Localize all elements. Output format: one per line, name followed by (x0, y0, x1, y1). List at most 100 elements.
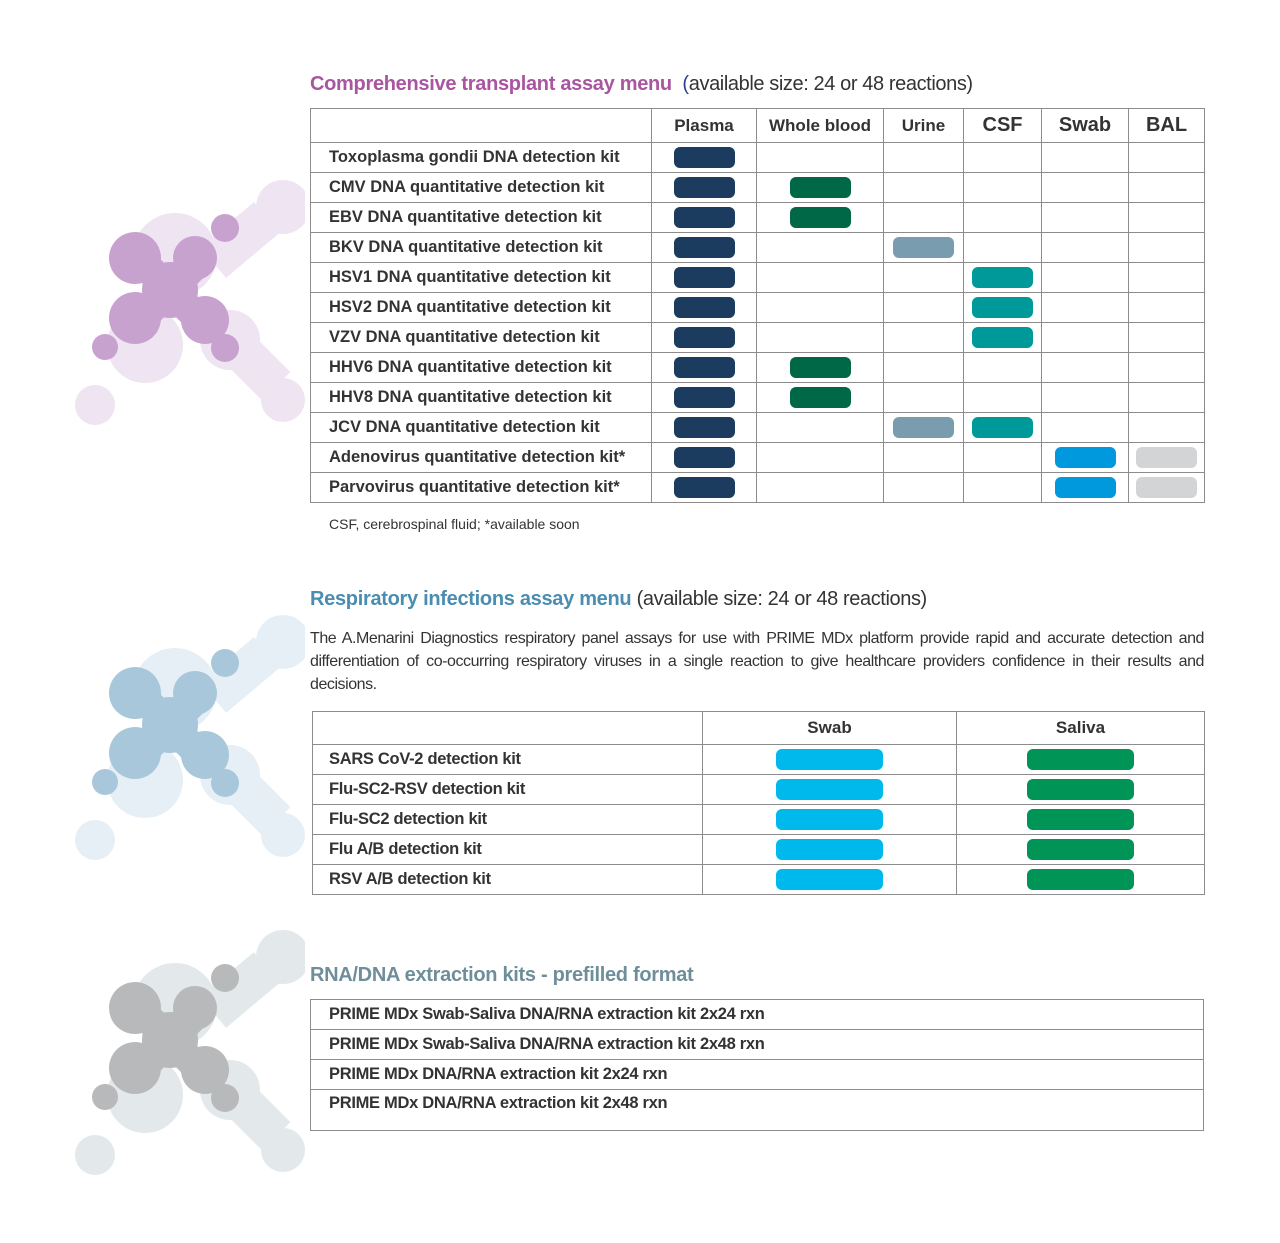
saliva-available-indicator (1027, 779, 1134, 800)
table-row: Flu A/B detection kit (312, 834, 1205, 865)
cell-swab (1041, 202, 1129, 233)
cell-urine (883, 292, 964, 323)
cell-swab (1041, 322, 1129, 353)
table-row: HSV1 DNA quantitative detection kit (310, 262, 1205, 293)
cell-csf (963, 472, 1042, 503)
kit-name: Flu-SC2-RSV detection kit (312, 774, 703, 805)
respiratory-title: Respiratory infections assay menu (310, 588, 632, 610)
cell-swab (1041, 142, 1129, 173)
plasma-available-indicator (673, 387, 735, 408)
cell-bal (1128, 202, 1205, 233)
csf-available-indicator (972, 297, 1033, 318)
cell-saliva (956, 834, 1205, 865)
cell-plasma (651, 292, 757, 323)
cell-urine (883, 142, 964, 173)
cell-plasma (651, 322, 757, 353)
cell-swab (1041, 382, 1129, 413)
cell-bal (1128, 262, 1205, 293)
cell-plasma (651, 352, 757, 383)
cell-plasma (651, 262, 757, 293)
kit-name: Flu A/B detection kit (312, 834, 703, 865)
cell-csf (963, 412, 1042, 443)
table-row: Adenovirus quantitative detection kit* (310, 442, 1205, 473)
cell-urine (883, 262, 964, 293)
table-row: SARS CoV-2 detection kit (312, 744, 1205, 775)
respiratory-description: The A.Menarini Diagnostics respiratory p… (310, 630, 1204, 693)
cell-swab (1041, 472, 1129, 503)
kit-name: VZV DNA quantitative detection kit (310, 322, 652, 353)
header-whole-blood: Whole blood (756, 108, 884, 143)
molecule-x-icon (55, 930, 305, 1180)
table-row: JCV DNA quantitative detection kit (310, 412, 1205, 443)
cell-bal (1128, 232, 1205, 263)
cell-bal (1128, 172, 1205, 203)
cell-plasma (651, 382, 757, 413)
cell-whole-blood (756, 352, 884, 383)
urine-available-indicator (893, 237, 954, 258)
cell-saliva (956, 864, 1205, 895)
molecule-decoration-gray (75, 930, 305, 1175)
swab-available-indicator (776, 809, 883, 830)
extraction-section-title: RNA/DNA extraction kits - prefilled form… (310, 964, 694, 986)
cell-swab (702, 774, 957, 805)
table-header-row: Swab Saliva (312, 711, 1205, 745)
cell-csf (963, 172, 1042, 203)
whole-blood-available-indicator (789, 387, 851, 408)
cell-urine (883, 412, 964, 443)
cell-whole-blood (756, 292, 884, 323)
saliva-available-indicator (1027, 749, 1134, 770)
cell-bal (1128, 472, 1205, 503)
header-plasma: Plasma (651, 108, 757, 143)
kit-name: SARS CoV-2 detection kit (312, 744, 703, 775)
plasma-available-indicator (673, 237, 735, 258)
kit-name: BKV DNA quantitative detection kit (310, 232, 652, 263)
cell-whole-blood (756, 172, 884, 203)
table-header-row: Plasma Whole blood Urine CSF Swab BAL (310, 108, 1205, 143)
csf-available-indicator (972, 327, 1033, 348)
extraction-kit-name: PRIME MDx DNA/RNA extraction kit 2x48 rx… (310, 1089, 1204, 1131)
table-row: CMV DNA quantitative detection kit (310, 172, 1205, 203)
header-swab: Swab (702, 711, 957, 745)
kit-name: Toxoplasma gondii DNA detection kit (310, 142, 652, 173)
kit-name: HSV1 DNA quantitative detection kit (310, 262, 652, 293)
cell-plasma (651, 472, 757, 503)
molecule-x-icon (55, 615, 305, 865)
table-row: Toxoplasma gondii DNA detection kit (310, 142, 1205, 173)
plasma-available-indicator (673, 357, 735, 378)
cell-bal (1128, 442, 1205, 473)
header-swab: Swab (1041, 108, 1129, 143)
cell-swab (702, 804, 957, 835)
cell-urine (883, 352, 964, 383)
cell-bal (1128, 322, 1205, 353)
csf-available-indicator (972, 267, 1033, 288)
whole-blood-available-indicator (789, 177, 851, 198)
table-row: Flu-SC2 detection kit (312, 804, 1205, 835)
transplant-paren: ( (682, 73, 689, 95)
cell-plasma (651, 442, 757, 473)
cell-whole-blood (756, 322, 884, 353)
kit-name: CMV DNA quantitative detection kit (310, 172, 652, 203)
plasma-available-indicator (673, 447, 735, 468)
kit-name: RSV A/B detection kit (312, 864, 703, 895)
header-empty (310, 108, 652, 143)
cell-whole-blood (756, 442, 884, 473)
saliva-available-indicator (1027, 839, 1134, 860)
cell-whole-blood (756, 262, 884, 293)
cell-swab (702, 834, 957, 865)
cell-urine (883, 382, 964, 413)
cell-plasma (651, 172, 757, 203)
table-row: Flu-SC2-RSV detection kit (312, 774, 1205, 805)
table-row: HHV8 DNA quantitative detection kit (310, 382, 1205, 413)
header-empty (312, 711, 703, 745)
extraction-kit-name: PRIME MDx Swab-Saliva DNA/RNA extraction… (310, 1029, 1204, 1060)
plasma-available-indicator (673, 417, 735, 438)
cell-urine (883, 472, 964, 503)
cell-csf (963, 232, 1042, 263)
cell-urine (883, 232, 964, 263)
cell-swab (1041, 442, 1129, 473)
table-row: RSV A/B detection kit (312, 864, 1205, 895)
bal-available-indicator (1136, 447, 1197, 468)
transplant-assay-table: Plasma Whole blood Urine CSF Swab BAL To… (310, 108, 1205, 503)
table-row: BKV DNA quantitative detection kit (310, 232, 1205, 263)
cell-whole-blood (756, 202, 884, 233)
